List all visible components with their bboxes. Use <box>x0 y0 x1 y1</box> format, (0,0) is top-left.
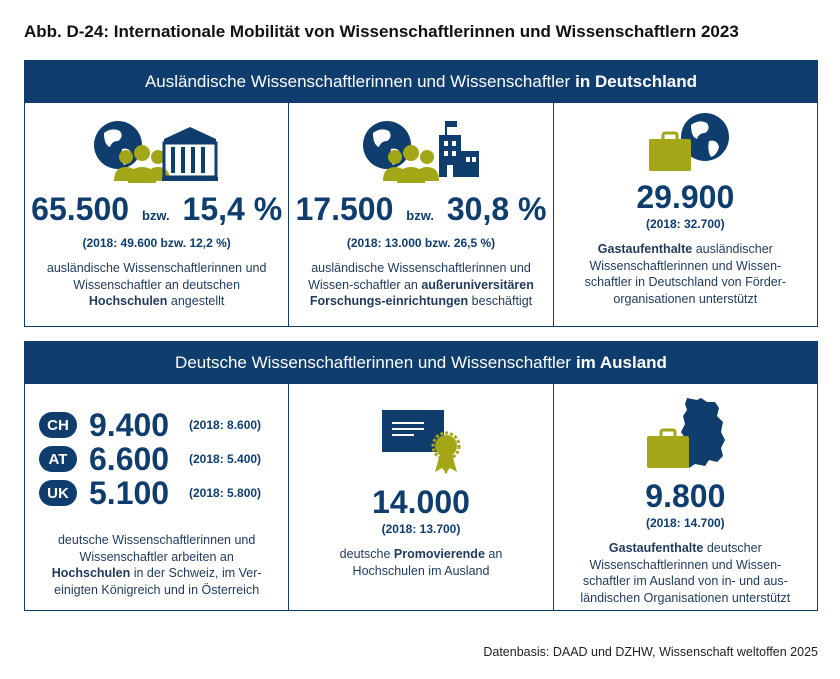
card-guest-stays-abroad: 9.800 (2018: 14.700) Gastaufenthalte deu… <box>552 384 817 610</box>
source-note: Datenbasis: DAAD und DZHW, Wissenschaft … <box>483 645 818 659</box>
card-hochschulen: 65.500 bzw. 15,4 % (2018: 49.600 bzw. 12… <box>25 103 288 326</box>
previous-value: (2018: 13.700) <box>381 522 461 536</box>
desc-bold: Hochschulen <box>51 566 131 580</box>
briefcase-germany-map-icon <box>647 398 726 468</box>
country-badge: CH <box>39 412 77 438</box>
desc-text-end: ausländischer Wissenschaftlerinnen und W… <box>584 242 787 306</box>
header-prefix: Deutsche Wissenschaftlerinnen und Wissen… <box>175 353 571 372</box>
country-badge: UK <box>39 480 77 506</box>
value-conjunction: bzw. <box>141 208 170 223</box>
desc-text: ausländische Wissenschaftlerinnen und Wi… <box>46 261 267 292</box>
value-count: 65.500 <box>31 191 130 227</box>
section-abroad-header: Deutsche Wissenschaftlerinnen und Wissen… <box>25 342 817 384</box>
headline-value: 29.900 <box>636 179 735 215</box>
globe-people-institute-icon <box>362 121 479 183</box>
headline-value: 65.500 bzw. 15,4 % <box>25 191 288 234</box>
headline-value: 14.000 <box>372 484 470 520</box>
card-description: ausländische Wissenschaftlerinnen und Wi… <box>25 260 288 310</box>
header-bold: in Deutschland <box>575 72 698 91</box>
headline-value: 9.800 <box>645 478 726 514</box>
desc-text-end: in der Schweiz, im Ver-einigten Königrei… <box>54 566 262 597</box>
value-conjunction: bzw. <box>406 208 434 223</box>
card-description: Gastaufenthalte deutscher Wissenschaftle… <box>554 540 817 606</box>
country-previous: (2018: 5.800) <box>189 486 262 500</box>
desc-bold: Hochschulen <box>88 294 168 308</box>
desc-text: deutsche Wissenschaftlerinnen und Wissen… <box>57 533 256 564</box>
card-guest-stays-in-germany: 29.900 (2018: 32.700) Gastaufenthalte au… <box>552 103 817 326</box>
section-in-germany: Ausländische Wissenschaftlerinnen und Wi… <box>24 60 818 327</box>
country-previous: (2018: 8.600) <box>189 418 262 432</box>
header-bold: im Ausland <box>575 353 667 372</box>
figure-title: Abb. D-24: Internationale Mobilität von … <box>24 22 739 41</box>
country-value: 9.400 <box>89 406 170 443</box>
country-row-ch: CH 9.400 (2018: 8.600) <box>39 406 288 443</box>
desc-bold: Gastaufenthalte <box>597 242 693 256</box>
card-description: deutsche Wissenschaftlerinnen und Wissen… <box>25 532 288 598</box>
desc-bold: außeruniversitären Forschungs-einrichtun… <box>309 277 534 309</box>
country-value: 6.600 <box>89 440 170 477</box>
country-value: 5.100 <box>89 474 170 511</box>
card-description: Gastaufenthalte ausländischer Wissenscha… <box>554 241 817 307</box>
country-badge: AT <box>39 446 77 472</box>
previous-value: (2018: 13.000 bzw. 26,5 %) <box>346 236 496 250</box>
country-row-at: AT 6.600 (2018: 5.400) <box>39 440 288 477</box>
card-description: deutsche Promovierende an Hochschulen im… <box>289 546 552 579</box>
desc-text-end: an Hochschulen im Ausland <box>352 547 503 578</box>
card-research-institutes: 17.500 bzw. 30,8 % (2018: 13.000 bzw. 26… <box>288 103 552 326</box>
section-in-germany-header: Ausländische Wissenschaftlerinnen und Wi… <box>25 61 817 103</box>
desc-text-end: angestellt <box>170 294 225 308</box>
desc-text-end: beschäftigt <box>471 294 533 308</box>
briefcase-globe-icon <box>649 113 730 171</box>
value-percent: 15,4 % <box>182 191 283 227</box>
desc-text: ausländische Wissenschaftlerinnen und Wi… <box>308 261 531 292</box>
previous-value: (2018: 49.600 bzw. 12,2 %) <box>82 236 231 250</box>
globe-people-building-icon <box>93 121 218 183</box>
desc-bold: Gastaufenthalte <box>608 541 704 555</box>
desc-text: deutsche <box>339 547 391 561</box>
value-percent: 30,8 % <box>446 191 547 227</box>
headline-value: 17.500 bzw. 30,8 % <box>289 191 552 234</box>
header-prefix: Ausländische Wissenschaftlerinnen und Wi… <box>144 72 571 91</box>
card-doctoral-students: 14.000 (2018: 13.700) deutsche Promovier… <box>288 384 552 610</box>
card-description: ausländische Wissenschaftlerinnen und Wi… <box>289 260 552 310</box>
previous-value: (2018: 32.700) <box>645 217 725 231</box>
desc-bold: Promovierende <box>393 547 485 561</box>
country-row-uk: UK 5.100 (2018: 5.800) <box>39 474 288 511</box>
value-count: 17.500 <box>295 191 394 227</box>
section-abroad: Deutsche Wissenschaftlerinnen und Wissen… <box>24 341 818 611</box>
certificate-icon <box>381 410 461 474</box>
country-previous: (2018: 5.400) <box>189 452 262 466</box>
card-countries: CH 9.400 (2018: 8.600) AT 6.600 (2018: 5… <box>25 384 288 610</box>
previous-value: (2018: 14.700) <box>645 516 725 530</box>
desc-text-end: deutscher Wissenschaftlerinnen und Wisse… <box>580 541 791 605</box>
